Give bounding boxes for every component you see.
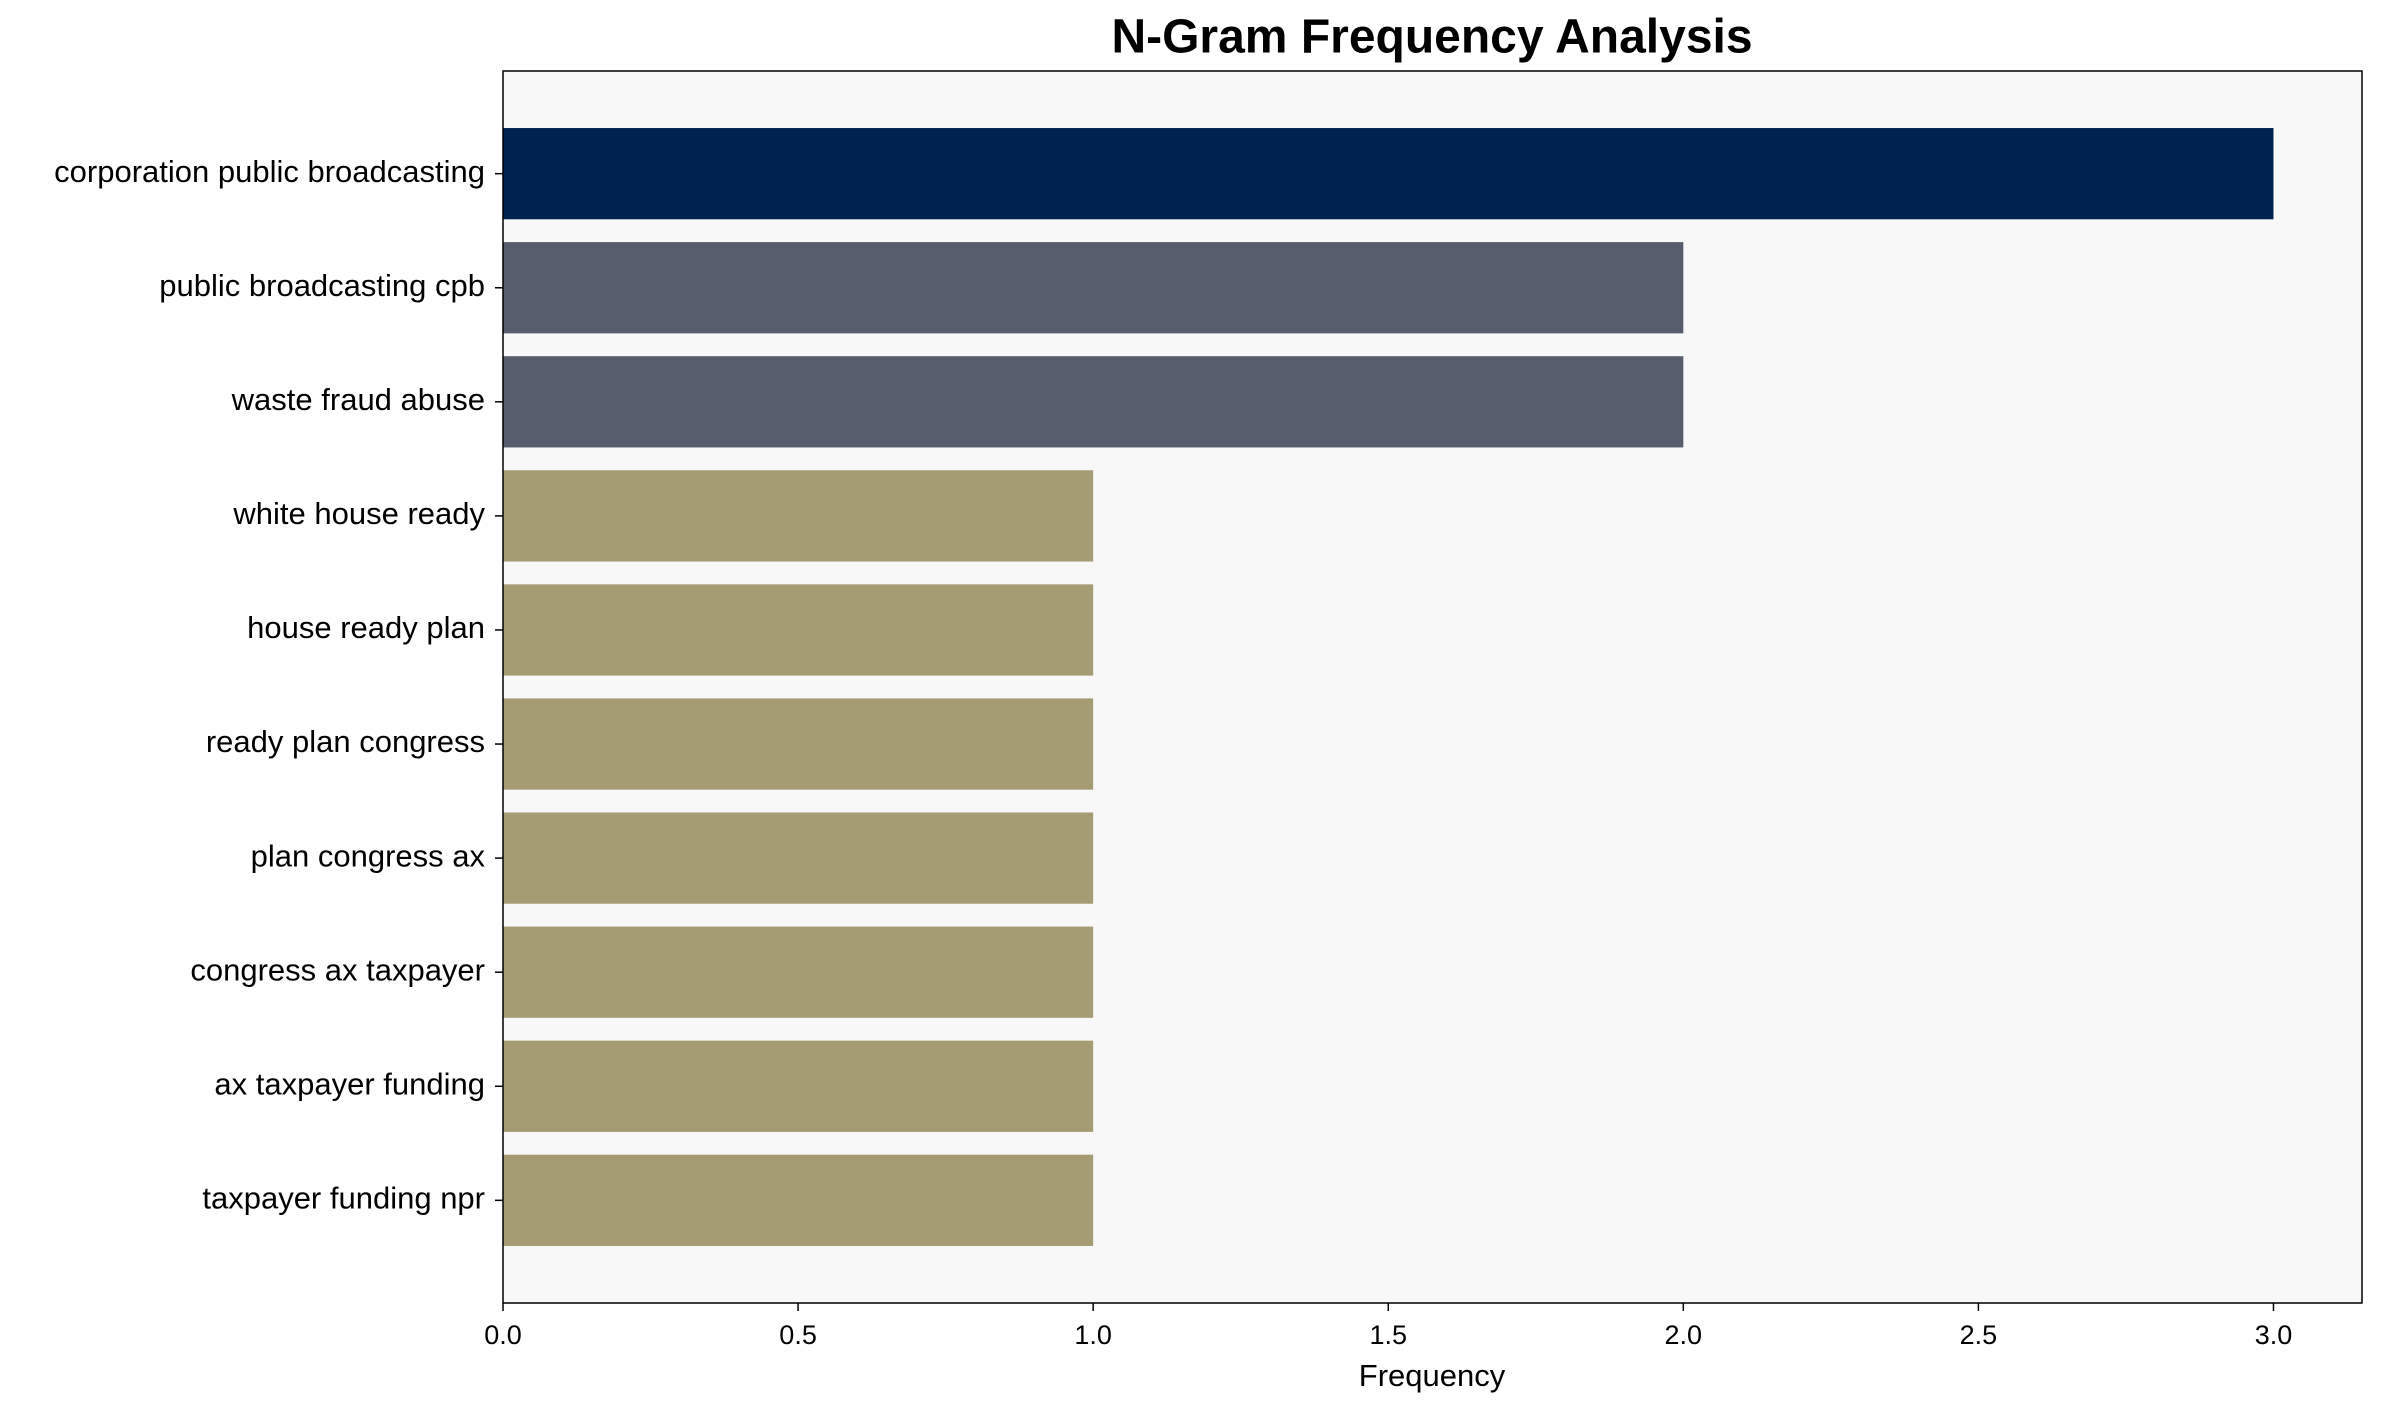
y-tick-label: waste fraud abuse (231, 382, 485, 417)
y-tick-label: congress ax taxpayer (190, 952, 485, 987)
y-tick-label: ax taxpayer funding (214, 1066, 485, 1101)
x-tick-label: 2.5 (1960, 1320, 1998, 1350)
bar (503, 242, 1684, 334)
y-tick-label: ready plan congress (206, 724, 485, 759)
x-tick-label: 2.0 (1665, 1320, 1703, 1350)
y-tick-label: plan congress ax (251, 838, 486, 873)
bar (503, 1154, 1094, 1246)
bar (503, 470, 1094, 562)
x-axis-label: Frequency (1359, 1358, 1506, 1393)
chart-title: N-Gram Frequency Analysis (1111, 11, 1752, 64)
x-tick-label: 1.0 (1074, 1320, 1112, 1350)
x-tick-label: 1.5 (1369, 1320, 1407, 1350)
bar (503, 812, 1094, 904)
y-tick-label: corporation public broadcasting (54, 154, 485, 189)
x-tick-label: 0.5 (779, 1320, 817, 1350)
y-tick-label: public broadcasting cpb (159, 268, 485, 303)
y-tick-label: house ready plan (247, 610, 485, 645)
x-tick-label: 0.0 (484, 1320, 522, 1350)
bar (503, 584, 1094, 676)
x-tick-label: 3.0 (2255, 1320, 2293, 1350)
bar (503, 1040, 1094, 1132)
plot-frame (502, 70, 2363, 1304)
y-tick-label: white house ready (232, 496, 485, 531)
bar (503, 698, 1094, 790)
bar (503, 926, 1094, 1018)
bar (503, 356, 1684, 448)
bar (503, 128, 2274, 220)
y-tick-label: taxpayer funding npr (202, 1181, 485, 1216)
